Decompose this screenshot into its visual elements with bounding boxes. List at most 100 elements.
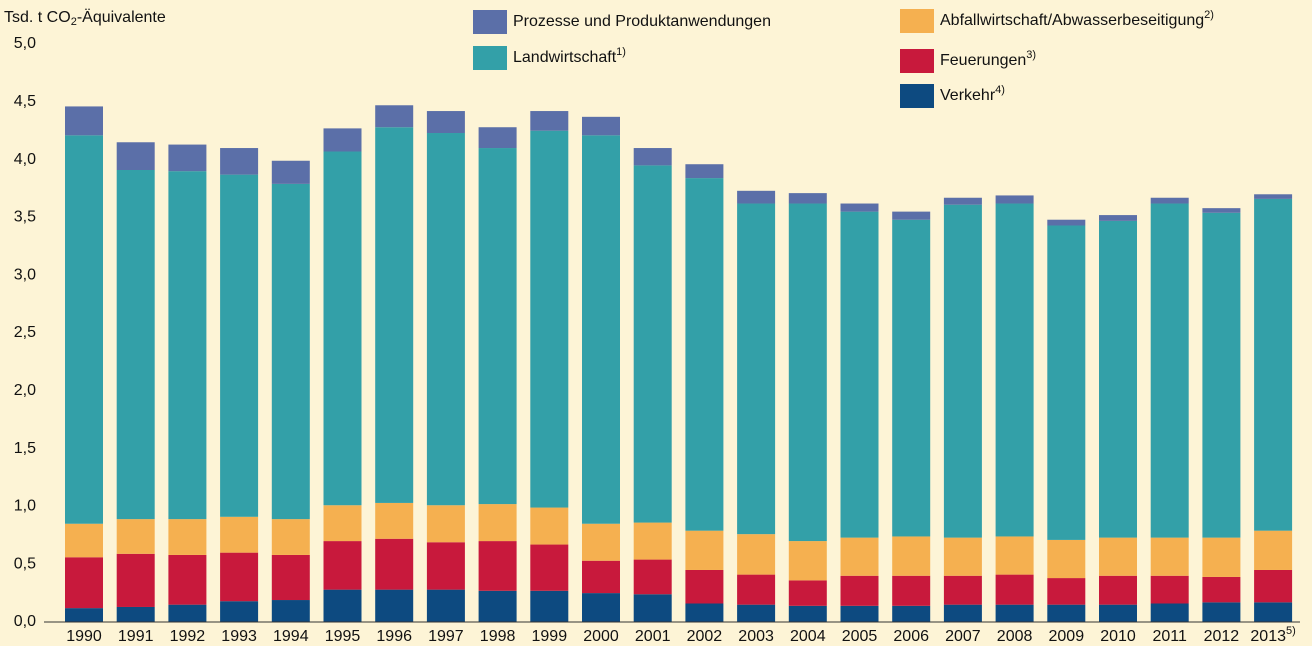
x-tick-label: 1999 — [532, 628, 568, 645]
x-tick-text: 2003 — [738, 628, 774, 645]
bar-segment — [995, 574, 1034, 605]
x-tick-text: 2011 — [1152, 628, 1187, 645]
bar-segment — [788, 193, 827, 204]
bar-segment — [1202, 576, 1241, 603]
bar-segment — [65, 608, 103, 622]
bar-segment — [633, 148, 672, 166]
x-tick-text: 2006 — [893, 628, 929, 645]
x-tick-label: 1995 — [325, 628, 361, 645]
x-tick-text: 2013 — [1250, 628, 1286, 645]
bar-segment — [65, 135, 103, 524]
x-tick-footnote: 5) — [1286, 625, 1296, 637]
bar-segment — [943, 604, 982, 622]
bar-segment — [1202, 208, 1241, 213]
y-tick-label: 4,5 — [14, 93, 36, 110]
bar-segment — [1150, 603, 1189, 622]
x-tick-label: 1994 — [273, 628, 309, 645]
bar-segment — [892, 605, 931, 622]
bar-segment — [943, 537, 982, 576]
bar-segment — [582, 593, 620, 622]
bar-segment — [1047, 225, 1086, 540]
y-tick-label: 1,0 — [14, 498, 36, 515]
legend-label: Abfallwirtschaft/Abwasserbeseitigung2) — [940, 9, 1214, 29]
x-tick-label: 1997 — [428, 628, 464, 645]
legend-swatch — [900, 9, 934, 33]
bar-segment — [1150, 537, 1189, 576]
bar-segment — [323, 589, 362, 622]
bar-segment — [1254, 530, 1293, 570]
bar-segment — [737, 574, 776, 605]
bar-segment — [788, 541, 827, 581]
bar-segment — [633, 594, 672, 622]
bar-segment — [375, 589, 414, 622]
bar-segment — [116, 170, 155, 520]
bar-segment — [633, 522, 672, 560]
bar-segment — [892, 211, 931, 220]
bar-segment — [1150, 197, 1189, 204]
bar-segment — [685, 178, 724, 531]
bar-segment — [530, 130, 569, 508]
x-tick-text: 2005 — [842, 628, 878, 645]
legend-label: Feuerungen3) — [940, 49, 1036, 69]
x-tick-label: 2007 — [945, 628, 981, 645]
x-tick-text: 2009 — [1049, 628, 1085, 645]
bar-segment — [943, 197, 982, 205]
bar-segment — [582, 523, 620, 561]
x-tick-label: 2011 — [1152, 628, 1187, 645]
bar-segment — [1099, 604, 1137, 622]
bar-segment — [788, 203, 827, 542]
bar-segment — [1047, 539, 1086, 579]
bar-segment — [375, 105, 414, 128]
y-label-part: Tsd. t CO — [4, 9, 71, 26]
bar-segment — [426, 505, 465, 543]
x-tick-label: 2003 — [738, 628, 774, 645]
bar-segment — [892, 536, 931, 576]
legend-footnote: 4) — [995, 84, 1005, 96]
bar-segment — [375, 127, 414, 503]
legend-footnote: 3) — [1026, 49, 1036, 61]
bar-segment — [116, 519, 155, 554]
x-tick-text: 1999 — [532, 628, 568, 645]
x-tick-text: 2012 — [1204, 628, 1240, 645]
bar-segment — [1150, 575, 1189, 604]
bar-segment — [271, 160, 310, 184]
bar-segment — [478, 148, 517, 505]
bar-segment — [426, 133, 465, 506]
bar-segment — [633, 165, 672, 523]
bar-segment — [1099, 220, 1137, 538]
legend-text: Landwirtschaft — [513, 49, 617, 66]
x-tick-label: 2001 — [635, 628, 671, 645]
x-tick-label: 2006 — [893, 628, 929, 645]
legend-text: Verkehr — [940, 87, 996, 104]
bar-segment — [116, 142, 155, 171]
bar-segment — [220, 516, 259, 553]
legend-swatch — [900, 49, 934, 73]
bar-segment — [271, 519, 310, 555]
x-tick-label: 1992 — [170, 628, 206, 645]
bar-segment — [582, 135, 620, 524]
bar-segment — [426, 589, 465, 622]
bar-segment — [478, 504, 517, 542]
bar-segment — [220, 148, 259, 175]
bar-segment — [840, 203, 879, 212]
bar-segment — [1202, 537, 1241, 577]
bar-segment — [65, 557, 103, 609]
bar-segment — [271, 554, 310, 601]
bar-segment — [530, 590, 569, 622]
y-tick-label: 3,0 — [14, 266, 36, 283]
bar-segment — [840, 537, 879, 576]
bar-segment — [737, 604, 776, 622]
bar-segment — [65, 523, 103, 558]
x-tick-text: 2001 — [635, 628, 671, 645]
x-tick-text: 1992 — [170, 628, 206, 645]
bar-segment — [737, 203, 776, 535]
bar-segment — [1254, 194, 1293, 199]
bar-segment — [1254, 602, 1293, 622]
y-tick-label: 0,0 — [14, 613, 36, 630]
bar-segment — [116, 606, 155, 622]
bar-segment — [426, 111, 465, 134]
bar-segment — [788, 605, 827, 622]
x-tick-text: 2004 — [790, 628, 826, 645]
x-tick-text: 2010 — [1100, 628, 1136, 645]
